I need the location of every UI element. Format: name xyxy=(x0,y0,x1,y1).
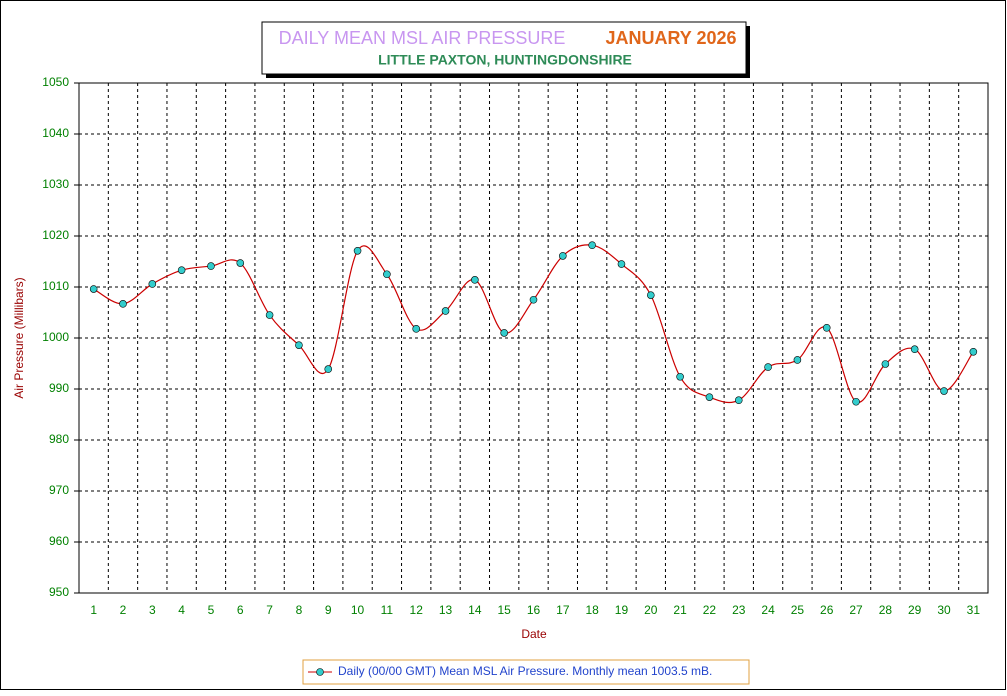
data-point xyxy=(793,356,802,364)
x-tick-label: 4 xyxy=(178,603,185,617)
data-point xyxy=(207,262,215,270)
data-point xyxy=(734,396,743,405)
x-tick-label: 11 xyxy=(381,603,394,617)
data-point xyxy=(119,300,127,308)
data-point xyxy=(588,241,596,249)
y-axis-label: Air Pressure (Millibars) xyxy=(12,277,26,398)
x-tick-label: 7 xyxy=(266,603,273,617)
x-tick-label: 20 xyxy=(644,603,658,617)
y-tick-label: 980 xyxy=(49,432,69,446)
y-tick-label: 1010 xyxy=(42,279,69,293)
data-point xyxy=(852,397,860,406)
title-box xyxy=(261,21,747,75)
y-tick-label: 1050 xyxy=(42,75,69,89)
x-tick-label: 13 xyxy=(439,603,453,617)
x-tick-label: 1 xyxy=(90,603,97,617)
legend-marker xyxy=(316,668,324,676)
x-tick-label: 30 xyxy=(937,603,951,617)
y-tick-label: 1040 xyxy=(42,126,69,140)
data-point xyxy=(529,295,538,304)
y-tick-label: 950 xyxy=(49,585,69,599)
y-tick-label: 1020 xyxy=(42,228,69,242)
data-point xyxy=(881,360,890,368)
chart-period: JANUARY 2026 xyxy=(605,28,736,48)
x-tick-label: 16 xyxy=(527,603,541,617)
y-tick-label: 960 xyxy=(49,534,69,548)
x-tick-label: 27 xyxy=(849,603,863,617)
data-point xyxy=(412,325,421,333)
x-tick-label: 9 xyxy=(325,603,332,617)
x-axis-label: Date xyxy=(521,627,547,641)
data-point xyxy=(236,259,245,267)
plot-area xyxy=(78,82,989,594)
data-point xyxy=(559,252,567,260)
data-point xyxy=(295,341,303,349)
data-point xyxy=(617,260,626,268)
x-tick-label: 28 xyxy=(879,603,893,617)
legend-box xyxy=(302,659,750,685)
data-point xyxy=(822,323,831,332)
x-tick-label: 17 xyxy=(556,603,570,617)
data-point xyxy=(441,307,450,315)
x-tick-label: 5 xyxy=(208,603,215,617)
data-point xyxy=(148,280,157,288)
x-tick-label: 10 xyxy=(351,603,365,617)
y-tick-label: 1000 xyxy=(42,330,69,344)
x-tick-label: 8 xyxy=(296,603,303,617)
data-point xyxy=(764,363,772,371)
y-tick-label: 970 xyxy=(49,483,69,497)
data-point xyxy=(383,270,391,279)
x-tick-label: 12 xyxy=(410,603,424,617)
data-point xyxy=(646,291,655,299)
x-tick-label: 18 xyxy=(585,603,599,617)
x-tick-label: 21 xyxy=(673,603,687,617)
x-tick-label: 6 xyxy=(237,603,244,617)
x-tick-label: 29 xyxy=(908,603,922,617)
chart-title: DAILY MEAN MSL AIR PRESSURE xyxy=(279,28,566,48)
data-point xyxy=(705,393,714,401)
data-point xyxy=(471,276,479,284)
x-tick-label: 14 xyxy=(468,603,482,617)
data-point xyxy=(89,285,98,293)
x-tick-label: 3 xyxy=(149,603,156,617)
x-tick-label: 15 xyxy=(497,603,511,617)
data-point xyxy=(353,246,362,255)
data-point xyxy=(324,365,333,373)
data-point xyxy=(969,347,978,356)
data-point xyxy=(265,311,274,319)
y-tick-label: 990 xyxy=(49,381,69,395)
x-tick-label: 31 xyxy=(967,603,981,617)
x-tick-label: 23 xyxy=(732,603,746,617)
chart-subtitle: LITTLE PAXTON, HUNTINGDONSHIRE xyxy=(378,52,632,68)
x-tick-label: 19 xyxy=(615,603,629,617)
x-tick-label: 26 xyxy=(820,603,834,617)
x-tick-label: 2 xyxy=(120,603,127,617)
y-tick-label: 1030 xyxy=(42,177,69,191)
x-tick-label: 22 xyxy=(703,603,717,617)
data-point xyxy=(177,266,186,274)
x-tick-label: 24 xyxy=(761,603,775,617)
legend-label: Daily (00/00 GMT) Mean MSL Air Pressure.… xyxy=(338,664,712,678)
data-point xyxy=(910,345,919,354)
data-point xyxy=(500,329,508,337)
x-tick-label: 25 xyxy=(791,603,805,617)
data-point xyxy=(676,372,684,381)
data-point xyxy=(940,387,948,395)
